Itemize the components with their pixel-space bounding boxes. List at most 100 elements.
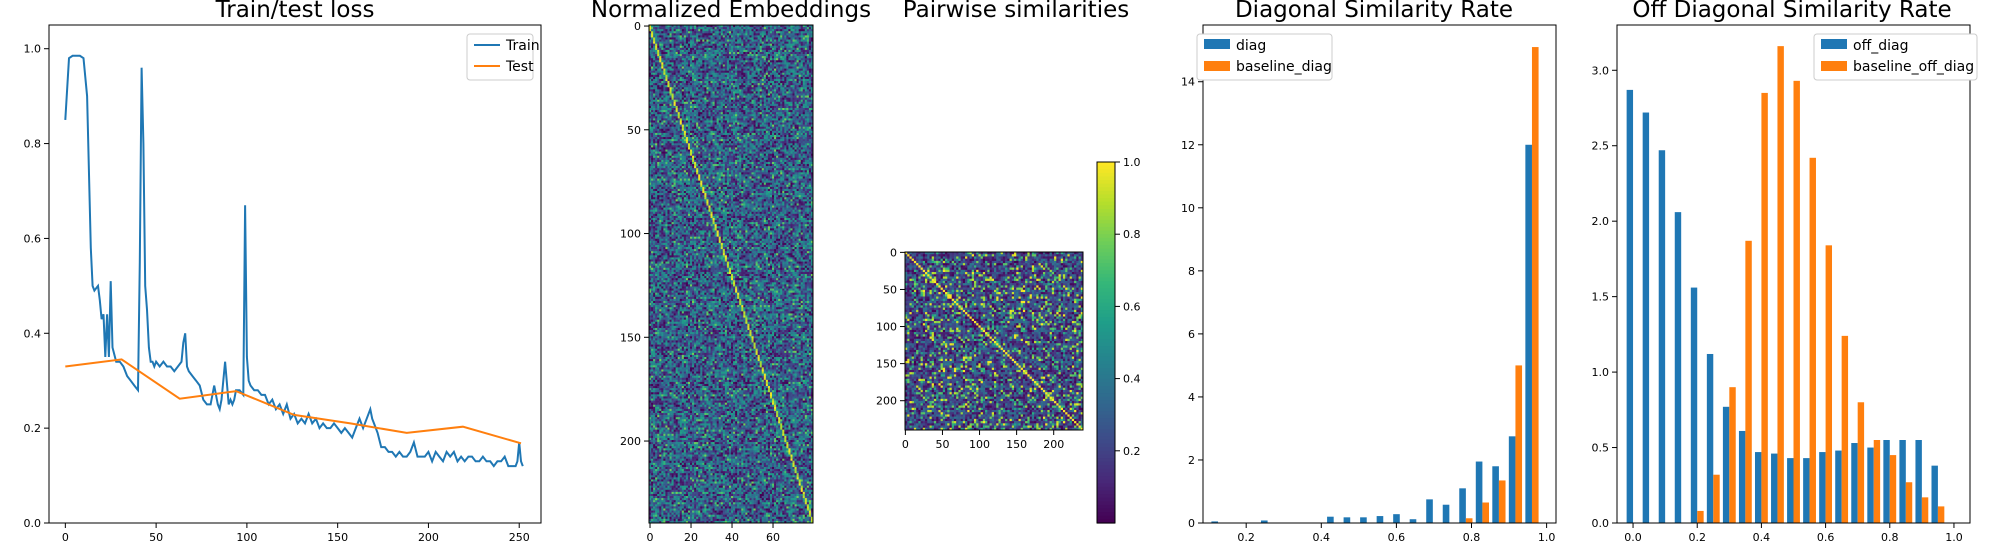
embedding-cell bbox=[728, 126, 732, 130]
embedding-cell bbox=[700, 89, 703, 92]
embedding-cell bbox=[782, 118, 785, 121]
embedding-cell bbox=[802, 141, 806, 144]
embedding-cell bbox=[661, 132, 664, 136]
embedding-cell bbox=[716, 81, 719, 84]
embedding-cell bbox=[774, 99, 777, 103]
embedding-cell bbox=[708, 116, 711, 119]
embedding-cell bbox=[692, 137, 695, 140]
embedding-cell bbox=[782, 45, 785, 49]
embedding-cell bbox=[804, 74, 808, 78]
embedding-cell bbox=[747, 68, 750, 71]
embedding-cell bbox=[663, 118, 666, 121]
embedding-cell bbox=[802, 56, 806, 59]
embedding-cell bbox=[767, 101, 771, 105]
embedding-cell bbox=[810, 110, 814, 113]
embedding-cell bbox=[737, 95, 740, 98]
embedding-cell bbox=[790, 89, 793, 92]
embedding-cell bbox=[655, 49, 658, 53]
embedding-cell bbox=[788, 112, 791, 115]
embedding-cell bbox=[749, 60, 752, 63]
embedding-cell bbox=[767, 122, 771, 125]
embedding-cell bbox=[798, 118, 801, 121]
embedding-cell bbox=[720, 118, 724, 121]
embedding-cell bbox=[718, 149, 722, 152]
embedding-cell bbox=[683, 95, 687, 98]
embedding-cell bbox=[657, 132, 660, 136]
embedding-cell bbox=[655, 116, 658, 119]
embedding-cell bbox=[679, 85, 683, 88]
embedding-cell bbox=[731, 45, 734, 49]
embedding-cell bbox=[649, 116, 652, 119]
embedding-cell bbox=[685, 72, 689, 76]
embedding-cell bbox=[667, 91, 670, 94]
embedding-cell bbox=[673, 64, 676, 67]
embedding-cell bbox=[669, 83, 672, 86]
embedding-cell bbox=[780, 31, 783, 34]
embedding-cell bbox=[757, 126, 760, 130]
embedding-cell bbox=[735, 66, 738, 69]
embedding-cell bbox=[726, 112, 730, 115]
embedding-cell bbox=[757, 60, 760, 63]
embedding-cell bbox=[749, 35, 752, 38]
embedding-cell bbox=[663, 83, 666, 86]
embedding-cell bbox=[778, 27, 781, 30]
embedding-cell bbox=[796, 49, 799, 53]
embedding-cell bbox=[702, 81, 705, 84]
embedding-cell bbox=[687, 35, 691, 38]
embedding-cell bbox=[726, 54, 730, 57]
embedding-cell bbox=[792, 31, 795, 34]
embedding-cell bbox=[737, 120, 740, 123]
embedding-cell bbox=[657, 137, 660, 140]
embedding-cell bbox=[761, 83, 765, 86]
embedding-cell bbox=[784, 108, 787, 111]
embedding-cell bbox=[694, 58, 697, 61]
embedding-cell bbox=[780, 103, 783, 107]
embedding-cell bbox=[681, 124, 685, 127]
embedding-cell bbox=[733, 145, 736, 148]
embedding-cell bbox=[690, 54, 693, 57]
embedding-cell bbox=[706, 101, 709, 105]
embedding-cell bbox=[739, 101, 742, 105]
embedding-cell bbox=[810, 72, 814, 76]
embedding-cell bbox=[753, 116, 756, 119]
embedding-cell bbox=[774, 25, 777, 28]
embedding-cell bbox=[692, 151, 695, 154]
embedding-cell bbox=[804, 147, 808, 150]
embedding-cell bbox=[716, 37, 719, 40]
embedding-cell bbox=[696, 31, 699, 34]
embedding-cell bbox=[665, 89, 668, 92]
embedding-cell bbox=[761, 120, 765, 123]
embedding-cell bbox=[806, 37, 810, 40]
embedding-cell bbox=[755, 112, 758, 115]
embedding-cell bbox=[792, 56, 795, 59]
embedding-cell bbox=[753, 68, 756, 71]
embedding-cell bbox=[712, 95, 715, 98]
embedding-cell bbox=[804, 103, 808, 107]
embedding-cell bbox=[749, 130, 752, 134]
embedding-cell bbox=[708, 122, 711, 125]
embedding-cell bbox=[685, 25, 689, 28]
embedding-cell bbox=[788, 147, 791, 150]
embedding-cell bbox=[747, 126, 750, 130]
embedding-cell bbox=[712, 60, 715, 63]
embedding-cell bbox=[733, 37, 736, 40]
embedding-cell bbox=[683, 128, 687, 132]
embedding-cell bbox=[675, 60, 678, 63]
embedding-cell bbox=[683, 74, 687, 78]
embedding-cell bbox=[808, 76, 812, 80]
embedding-cell bbox=[653, 145, 656, 148]
embedding-cell bbox=[761, 64, 765, 67]
embedding-cell bbox=[763, 74, 767, 78]
embedding-cell bbox=[745, 54, 748, 57]
embedding-cell bbox=[784, 99, 787, 103]
embedding-cell bbox=[673, 95, 676, 98]
embedding-cell bbox=[667, 64, 670, 67]
embedding-cell bbox=[745, 116, 748, 119]
embedding-cell bbox=[669, 78, 672, 82]
embedding-cell bbox=[739, 114, 742, 117]
embedding-cell bbox=[679, 49, 683, 53]
embedding-cell bbox=[651, 64, 654, 67]
embedding-cell bbox=[667, 114, 670, 117]
embedding-cell bbox=[683, 66, 687, 69]
embedding-cell bbox=[810, 139, 814, 142]
